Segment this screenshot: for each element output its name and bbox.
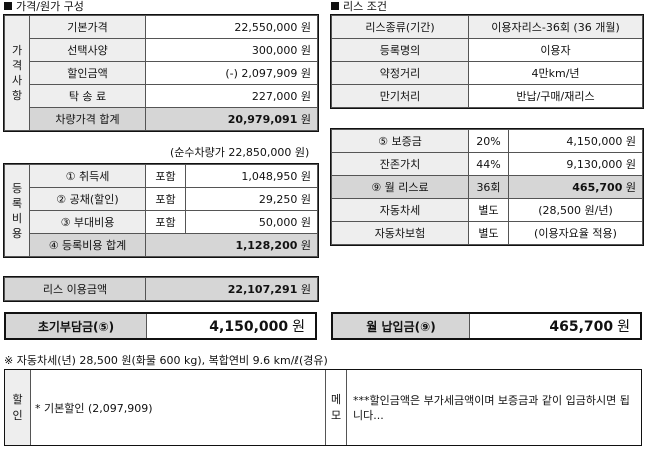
square-bullet-icon — [4, 2, 12, 10]
lease-payment-table: ⑤ 보증금 20% 4,150,000 원 잔존가치 44% 9,130,000… — [330, 128, 644, 246]
mileage-value: 4만km/년 — [468, 61, 643, 85]
registration-total-unit: 원 — [300, 239, 311, 252]
initial-payment-unit: 원 — [292, 319, 305, 335]
monthly-payment-unit: 원 — [617, 319, 630, 335]
acquisition-tax-tag: 포함 — [145, 164, 186, 188]
registrant-value: 이용자 — [468, 38, 643, 62]
lease-amount-label: 리스 이용금액 — [4, 277, 146, 301]
initial-payment-label: 초기부담금(⑤) — [6, 314, 147, 338]
incidental-cost-value: 50,000 원 — [185, 210, 318, 234]
registration-total-value: 1,128,200 원 — [145, 233, 318, 257]
monthly-payment-value: 465,700 원 — [470, 316, 640, 336]
vehicle-tax-label: 자동차세 — [331, 198, 469, 222]
residual-value: 9,130,000 원 — [508, 152, 643, 176]
bond-tag: 포함 — [145, 187, 186, 211]
net-price-note: (순수차량가 22,850,000 원) — [170, 146, 310, 159]
price-section-title-text: 가격/원가 구성 — [16, 0, 84, 13]
deposit-label: ⑤ 보증금 — [331, 129, 469, 153]
deposit-rate: 20% — [468, 129, 509, 153]
square-bullet-icon — [331, 2, 339, 10]
mileage-label: 약정거리 — [331, 61, 469, 85]
lease-amount-number: 22,107,291 — [227, 283, 298, 296]
lease-amount-unit: 원 — [300, 283, 311, 296]
memo-content: ***할인금액은 부가세금액이며 보증금과 같이 입금하시면 됩니다... — [347, 370, 641, 445]
insurance-tag: 별도 — [468, 221, 509, 245]
initial-payment-box: 초기부담금(⑤) 4,150,000 원 — [4, 312, 317, 340]
lease-amount-table: 리스 이용금액 22,107,291 원 — [3, 276, 319, 302]
maturity-value: 반납/구매/재리스 — [468, 84, 643, 108]
acquisition-tax-label: ① 취득세 — [29, 164, 146, 188]
memo-text: ***할인금액은 부가세금액이며 보증금과 같이 입금하시면 됩니다... — [353, 393, 630, 422]
vehicle-tax-value: (28,500 원/년) — [508, 198, 643, 222]
lease-type-label: 리스종류(기간) — [331, 15, 469, 39]
options-value: 300,000 원 — [145, 38, 318, 62]
monthly-payment-box: 월 납입금(⑨) 465,700 원 — [331, 312, 642, 340]
discount-content: * 기본할인 (2,097,909) — [31, 370, 326, 445]
monthly-payment-number: 465,700 — [549, 319, 614, 335]
initial-payment-value: 4,150,000 원 — [147, 316, 315, 336]
monthly-fee-number: 465,700 — [572, 181, 623, 194]
bond-label: ② 공채(할인) — [29, 187, 146, 211]
vehicle-total-number: 20,979,091 — [227, 113, 298, 126]
vehicle-total-label: 차량가격 합계 — [29, 107, 146, 131]
lease-type-value: 이용자리스-36회 (36 개월) — [468, 15, 643, 39]
monthly-fee-label: ⑨ 월 리스료 — [331, 175, 469, 199]
registration-total-number: 1,128,200 — [235, 239, 298, 252]
base-price-value: 22,550,000 원 — [145, 15, 318, 39]
maturity-label: 만기처리 — [331, 84, 469, 108]
price-section-title: 가격/원가 구성 — [4, 1, 84, 13]
incidental-cost-tag: 포함 — [145, 210, 186, 234]
residual-rate: 44% — [468, 152, 509, 176]
incidental-cost-label: ③ 부대비용 — [29, 210, 146, 234]
discount-text: * 기본할인 (2,097,909) — [35, 401, 153, 415]
registrant-label: 등록명의 — [331, 38, 469, 62]
acquisition-tax-value: 1,048,950 원 — [185, 164, 318, 188]
monthly-payment-label: 월 납입금(⑨) — [333, 314, 470, 338]
monthly-fee-value: 465,700 원 — [508, 175, 643, 199]
initial-payment-number: 4,150,000 — [209, 319, 289, 335]
footnote: ※ 자동차세(년) 28,500 원(화물 600 kg), 복합연비 9.6 … — [4, 354, 328, 367]
bond-value: 29,250 원 — [185, 187, 318, 211]
lease-section-title: 리스 조건 — [331, 1, 387, 13]
options-label: 선택사양 — [29, 38, 146, 62]
monthly-fee-unit: 원 — [625, 181, 636, 194]
lease-amount-value: 22,107,291 원 — [145, 277, 318, 301]
registration-total-label: ④ 등록비용 합계 — [29, 233, 146, 257]
lease-conditions-table: 리스종류(기간) 이용자리스-36회 (36 개월) 등록명의 이용자 약정거리… — [330, 14, 644, 109]
vehicle-total-value: 20,979,091 원 — [145, 107, 318, 131]
delivery-fee-value: 227,000 원 — [145, 84, 318, 108]
delivery-fee-label: 탁 송 료 — [29, 84, 146, 108]
base-price-label: 기본가격 — [29, 15, 146, 39]
lease-section-title-text: 리스 조건 — [343, 0, 387, 13]
insurance-label: 자동차보험 — [331, 221, 469, 245]
deposit-value: 4,150,000 원 — [508, 129, 643, 153]
vehicle-tax-tag: 별도 — [468, 198, 509, 222]
vehicle-total-unit: 원 — [300, 113, 311, 126]
insurance-value: (이용자요율 적용) — [508, 221, 643, 245]
residual-label: 잔존가치 — [331, 152, 469, 176]
discount-label: 할인금액 — [29, 61, 146, 85]
monthly-fee-count: 36회 — [468, 175, 509, 199]
discount-value: (-) 2,097,909 원 — [145, 61, 318, 85]
